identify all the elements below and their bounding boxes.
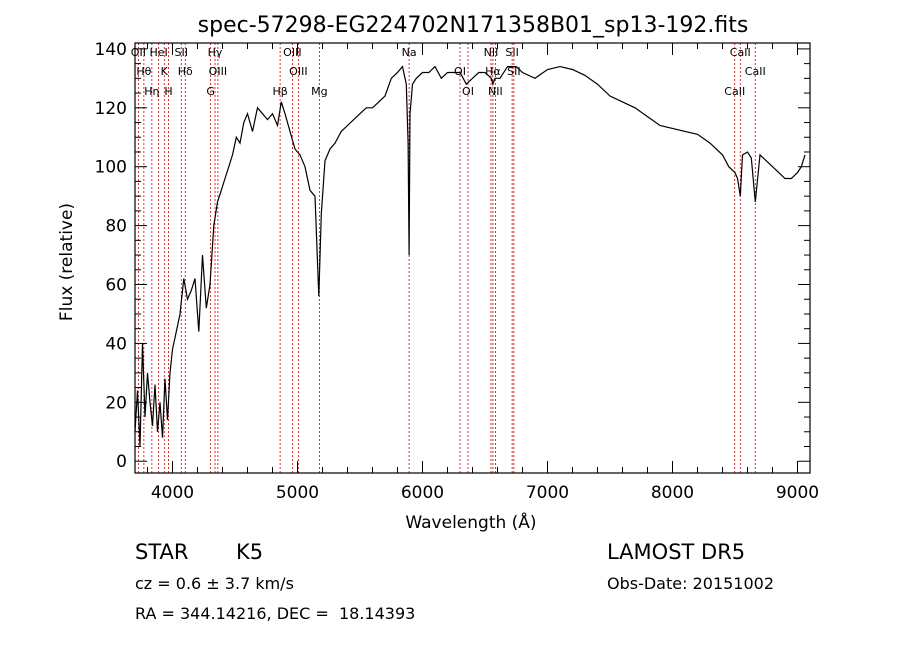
- x-tick-label: 6000: [401, 483, 444, 503]
- y-tick-label: 40: [105, 334, 127, 354]
- y-tick-label: 60: [105, 276, 127, 296]
- coordinates: RA = 344.14216, DEC = 18.14393: [135, 604, 416, 623]
- y-tick-label: 140: [95, 40, 127, 60]
- line-marker-label: Na: [402, 46, 417, 59]
- plot-frame: [134, 42, 811, 474]
- line-marker-label: Mg: [311, 85, 327, 98]
- object-class: STAR: [135, 540, 189, 564]
- y-tick-label: 80: [105, 217, 127, 237]
- line-marker-label: Hδ: [178, 65, 193, 78]
- object-subclass: K5: [236, 540, 264, 564]
- survey-name: LAMOST DR5: [607, 540, 746, 564]
- line-marker-label: Hη: [144, 85, 159, 98]
- x-tick-label: 7000: [526, 483, 569, 503]
- line-marker-label: Hθ: [136, 65, 151, 78]
- line-marker-label: NII: [488, 85, 503, 98]
- line-marker-label: SII: [505, 46, 518, 59]
- x-tick-label: 5000: [276, 483, 319, 503]
- x-tick-label: 8000: [651, 483, 694, 503]
- line-marker-label: CaII: [724, 85, 745, 98]
- line-marker-label: SII: [175, 46, 188, 59]
- line-marker-label: OI: [462, 85, 474, 98]
- y-tick-label: 20: [105, 393, 127, 413]
- x-tick-label: 9000: [776, 483, 819, 503]
- line-marker-label: Hγ: [208, 46, 223, 59]
- line-marker-label: OIII: [209, 65, 227, 78]
- line-marker-labels: OIIHθHηHeIKHSIIHδGHγOIIIHβOIIIOIIIMgNaOI…: [131, 46, 766, 98]
- y-axis-label: Flux (relative): [57, 203, 77, 321]
- x-tick-label: 4000: [151, 483, 194, 503]
- obs-date: Obs-Date: 20151002: [607, 574, 775, 593]
- redshift-line: cz = 0.6 ± 3.7 km/s: [135, 574, 294, 593]
- line-marker-label: OIII: [283, 46, 301, 59]
- line-marker-label: Hα: [485, 65, 501, 78]
- line-marker-label: H: [164, 85, 172, 98]
- line-marker-label: Hβ: [272, 85, 287, 98]
- line-marker-label: G: [206, 85, 215, 98]
- line-marker-label: OIII: [289, 65, 307, 78]
- line-marker-label: HeI: [149, 46, 167, 59]
- line-marker-label: OII: [131, 46, 146, 59]
- chart-title: spec-57298-EG224702N171358B01_sp13-192.f…: [198, 13, 749, 38]
- line-marker-label: K: [161, 65, 169, 78]
- axis-ticks: 4000 5000 6000 7000 8000 9000 0 20 40 60 80 100 120 1…: [95, 40, 820, 503]
- y-tick-label: 100: [95, 158, 127, 178]
- line-marker-label: OI: [454, 65, 466, 78]
- spectrum-series-line: [134, 65, 806, 447]
- y-tick-label: 120: [95, 99, 127, 119]
- line-marker-label: CaII: [745, 65, 766, 78]
- line-marker-label: NII: [484, 46, 499, 59]
- line-markers: [137, 43, 756, 473]
- x-axis-label: Wavelength (Å): [405, 511, 536, 533]
- y-tick-label: 0: [116, 452, 127, 472]
- line-marker-label: CaII: [730, 46, 751, 59]
